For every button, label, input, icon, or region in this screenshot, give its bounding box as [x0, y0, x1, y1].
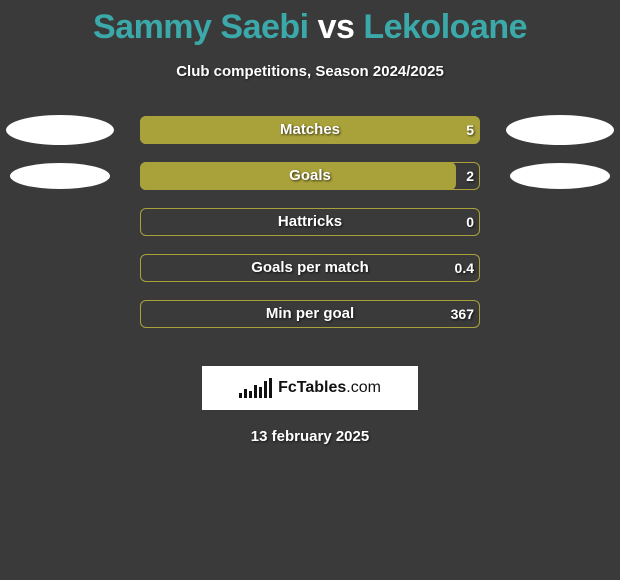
subtitle: Club competitions, Season 2024/2025 [0, 63, 620, 80]
stat-value: 2 [140, 162, 474, 190]
logo-brand: FcTables [278, 379, 346, 396]
stat-row: Hattricks0 [0, 208, 620, 254]
stat-value: 367 [140, 300, 474, 328]
stat-row: Min per goal367 [0, 300, 620, 346]
date-text: 13 february 2025 [0, 428, 620, 445]
stat-value: 0.4 [140, 254, 474, 282]
player2-name: Lekoloane [363, 8, 527, 46]
stat-value: 5 [140, 116, 474, 144]
player2-marker [506, 115, 614, 145]
page-title: Sammy Saebi vs Lekoloane [0, 0, 620, 47]
logo-text: FcTables.com [278, 379, 381, 397]
stat-value: 0 [140, 208, 474, 236]
logo-bars-icon [239, 378, 272, 398]
logo-domain: .com [346, 379, 381, 396]
player1-name: Sammy Saebi [93, 8, 309, 46]
stat-rows: Matches5Goals2Hattricks0Goals per match0… [0, 116, 620, 346]
player1-marker [10, 163, 110, 189]
stat-row: Goals2 [0, 162, 620, 208]
player1-marker [6, 115, 114, 145]
player2-marker [510, 163, 610, 189]
stat-row: Goals per match0.4 [0, 254, 620, 300]
vs-text: vs [318, 8, 355, 46]
stat-row: Matches5 [0, 116, 620, 162]
fctables-logo: FcTables.com [202, 366, 418, 410]
